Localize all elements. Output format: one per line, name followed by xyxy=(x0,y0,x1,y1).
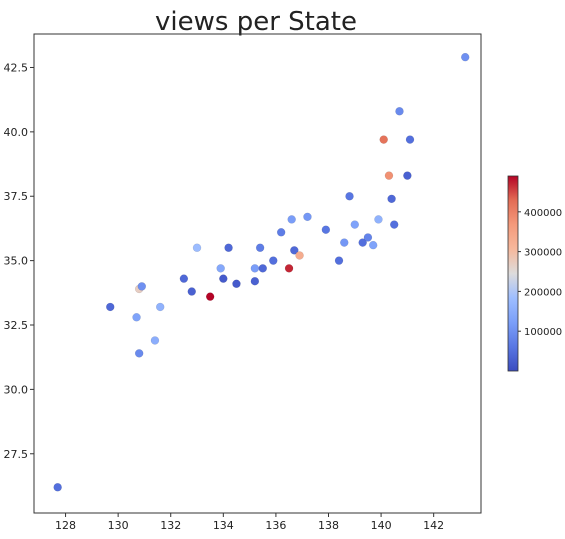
data-point xyxy=(379,135,388,144)
data-point xyxy=(374,215,383,224)
y-tick-label: 32.5 xyxy=(4,319,29,332)
x-tick-label: 134 xyxy=(213,519,234,532)
plot-area-frame xyxy=(33,33,482,514)
y-tick-label: 27.5 xyxy=(4,448,29,461)
data-point xyxy=(106,302,115,312)
data-point xyxy=(350,220,360,229)
data-point xyxy=(368,240,378,250)
y-axis: 27.5 30.0 32.5 35.0 37.5 40.0 42.5 xyxy=(4,61,34,461)
x-tick-label: 132 xyxy=(160,519,181,532)
colorbar-tick-label: 400000 xyxy=(524,208,562,219)
data-point xyxy=(284,264,294,273)
data-point xyxy=(276,228,286,237)
data-point xyxy=(224,243,233,252)
data-point xyxy=(269,256,278,265)
data-point xyxy=(53,482,62,492)
data-point xyxy=(387,194,396,204)
x-tick-label: 136 xyxy=(265,519,286,532)
colorbar-tick-label: 100000 xyxy=(524,327,562,338)
y-tick-label: 30.0 xyxy=(4,383,29,396)
data-point xyxy=(187,287,197,296)
chart-title: views per State xyxy=(155,7,357,37)
data-point xyxy=(460,52,470,62)
colorbar-gradient xyxy=(507,175,519,372)
data-point xyxy=(384,171,394,180)
data-point xyxy=(219,274,228,283)
x-tick-label: 138 xyxy=(318,519,339,532)
y-tick-label: 37.5 xyxy=(4,190,29,203)
data-point xyxy=(205,292,215,301)
x-tick-label: 140 xyxy=(371,519,392,532)
data-point xyxy=(321,225,331,234)
data-point xyxy=(389,220,399,229)
x-tick-label: 142 xyxy=(423,519,444,532)
data-point xyxy=(137,282,147,291)
x-axis: 128 130 132 134 136 138 140 142 xyxy=(55,513,444,532)
data-point xyxy=(303,212,312,222)
data-point xyxy=(358,238,367,247)
y-tick-label: 42.5 xyxy=(4,61,29,74)
data-point xyxy=(155,302,165,312)
colorbar-ticks: 100000 200000 300000 400000 xyxy=(518,208,562,338)
data-point xyxy=(255,243,265,252)
data-point xyxy=(334,256,344,265)
data-point xyxy=(363,233,373,242)
data-point xyxy=(405,135,415,144)
data-point xyxy=(290,246,299,255)
data-point xyxy=(150,336,160,345)
data-point xyxy=(345,191,354,201)
data-points xyxy=(53,52,470,492)
colorbar-tick-label: 200000 xyxy=(524,287,562,298)
y-tick-label: 40.0 xyxy=(4,126,29,139)
data-point xyxy=(395,107,404,116)
colorbar-tick-label: 300000 xyxy=(524,248,562,259)
data-point xyxy=(134,349,144,358)
data-point xyxy=(258,264,268,273)
y-tick-label: 35.0 xyxy=(4,255,29,268)
x-tick-label: 130 xyxy=(108,519,129,532)
colorbar: 100000 200000 300000 400000 xyxy=(507,175,562,372)
data-point xyxy=(295,251,304,260)
data-point xyxy=(340,238,349,247)
data-point xyxy=(216,264,225,273)
data-point xyxy=(287,215,296,224)
x-tick-label: 128 xyxy=(55,519,76,532)
data-point xyxy=(250,276,260,286)
data-point xyxy=(192,243,202,252)
data-point xyxy=(250,264,260,273)
data-point xyxy=(132,313,141,322)
data-point xyxy=(179,274,189,283)
data-point xyxy=(232,279,241,289)
data-point xyxy=(403,171,412,180)
